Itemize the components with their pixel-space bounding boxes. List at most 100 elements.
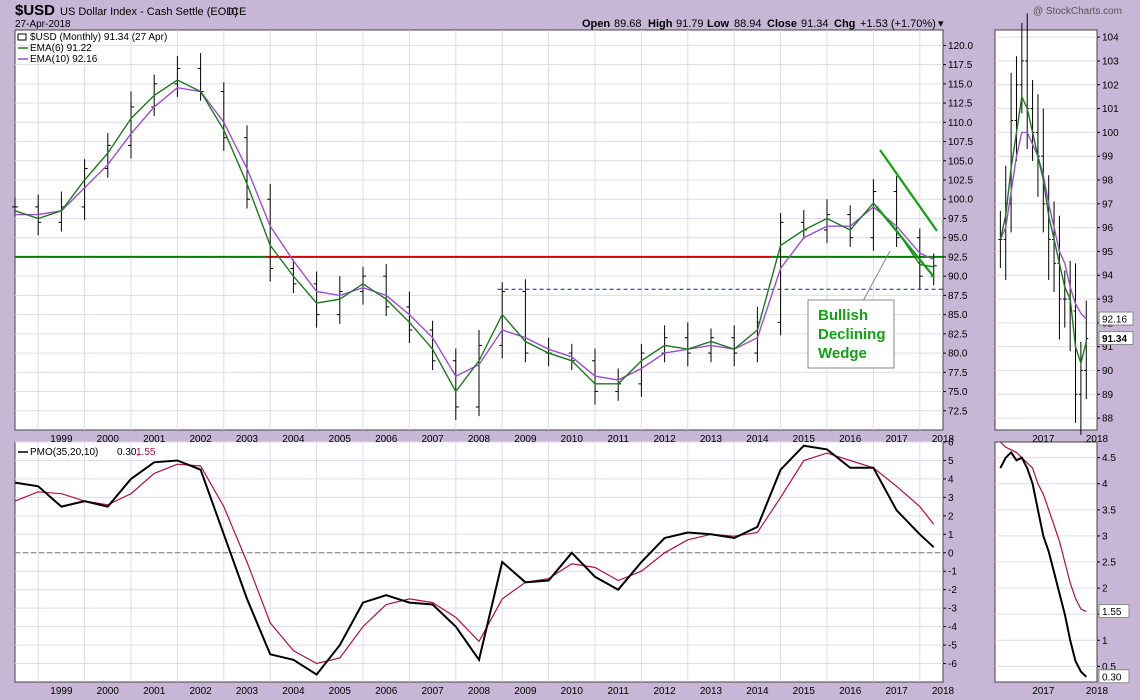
x-tick-label: 1999	[50, 686, 73, 697]
y-tick-label: 4	[948, 474, 954, 485]
high-label: High	[648, 18, 673, 30]
y-tick-label: 80.0	[948, 349, 968, 360]
y-tick-label: 103	[1102, 56, 1119, 67]
y-tick-label: 100.0	[948, 195, 973, 206]
zoom-price-x-ticks: 2017 2018	[1032, 434, 1108, 445]
x-tick-label: 2000	[97, 434, 120, 445]
x-tick-label: 2008	[468, 686, 491, 697]
x-tick-label: 2003	[236, 434, 259, 445]
y-tick-label: 1	[1102, 636, 1108, 647]
x-tick-label: 2013	[700, 686, 723, 697]
y-tick-label: 75.0	[948, 387, 968, 398]
x-tick-label: 2017	[1032, 434, 1055, 445]
legend-pmo-signal: 1.55	[136, 447, 156, 458]
callout-box	[807, 299, 895, 369]
y-tick-label: 0.5	[1102, 662, 1116, 673]
x-tick-label: 2004	[282, 686, 305, 697]
y-tick-label: 95	[1102, 247, 1114, 258]
x-tick-label: 2016	[839, 434, 862, 445]
y-tick-label: 94	[1102, 271, 1114, 282]
chg-label: Chg	[834, 18, 855, 30]
y-tick-label: 102.5	[948, 176, 973, 187]
x-tick-label: 2008	[468, 434, 491, 445]
y-tick-label: 112.5	[948, 99, 973, 110]
legend-main: $USD (Monthly) 91.34 (27 Apr)	[30, 32, 167, 43]
x-tick-label: 2009	[514, 686, 537, 697]
wedge-annotation: Bullish Declining Wedge	[807, 149, 938, 369]
legend-pmo-name: PMO(35,20,10)	[30, 447, 98, 458]
callout-line-3: Wedge	[818, 345, 867, 362]
price-legend: $USD (Monthly) 91.34 (27 Apr) EMA(6) 91.…	[17, 32, 167, 65]
x-tick-label: 2011	[607, 686, 629, 697]
pmo-signal-line	[14, 452, 935, 665]
y-tick-label: 88	[1102, 414, 1114, 425]
y-tick-label: 3	[948, 493, 954, 504]
zoom-pmo-value-label: 0.30	[1102, 672, 1122, 683]
pmo-legend: PMO(35,20,10) 0.30, 1.55	[18, 447, 156, 458]
zoom-pmo-signal-line	[999, 441, 1087, 613]
x-tick-label: 2016	[839, 686, 862, 697]
x-tick-label: 2018	[932, 434, 955, 445]
open-value: 89.68	[614, 18, 642, 30]
x-tick-label: 2012	[653, 434, 676, 445]
zoom-price-panel	[994, 29, 1098, 431]
y-tick-label: 89	[1102, 390, 1114, 401]
y-tick-label: 85.0	[948, 310, 968, 321]
close-label: Close	[767, 18, 797, 30]
y-tick-label: 104	[1102, 33, 1119, 44]
y-tick-label: 4.5	[1102, 453, 1116, 464]
zoom-pmo-line	[999, 450, 1087, 678]
x-tick-label: 2002	[189, 434, 212, 445]
zoom-pmo-lines	[999, 441, 1087, 678]
x-tick-label: 2015	[793, 686, 816, 697]
x-tick-label: 2005	[329, 686, 352, 697]
callout-line-2: Declining	[818, 326, 886, 343]
y-tick-label: 3	[1102, 531, 1108, 542]
x-tick-label: 2018	[1086, 434, 1109, 445]
y-tick-label: 92.5	[948, 252, 968, 263]
pmo-y-ticks: -6 -5 -4 -3 -2 -1 0 1 2 3 4 5 6	[943, 438, 957, 670]
y-tick-label: 107.5	[948, 137, 973, 148]
pmo-lines	[14, 444, 935, 676]
zoom-pmo-value-label: 1.55	[1102, 607, 1122, 618]
zoom-ema6-line	[999, 94, 1087, 366]
y-tick-label: 4	[1102, 479, 1108, 490]
price-x-ticks: 1999 2000 2001 2002 2003 2004 2005 2006 2007 2008…	[50, 434, 954, 445]
ema6-line	[14, 79, 934, 393]
quote-line: Open 89.68 High 91.79 Low 88.94 Close 91…	[582, 18, 944, 30]
x-tick-label: 2017	[885, 686, 908, 697]
y-tick-label: -2	[948, 585, 957, 596]
y-tick-label: 2	[1102, 584, 1108, 595]
x-tick-label: 2018	[932, 686, 955, 697]
zoom-pmo-grid	[995, 457, 1097, 667]
symbol-name: US Dollar Index - Cash Settle (EOD)	[60, 6, 238, 18]
callout-pointer	[862, 250, 891, 302]
y-tick-label: 110.0	[948, 118, 973, 129]
y-tick-label: 77.5	[948, 368, 968, 379]
y-tick-label: -5	[948, 641, 957, 652]
x-tick-label: 2007	[421, 434, 444, 445]
x-tick-label: 2014	[746, 434, 769, 445]
y-tick-label: 96	[1102, 223, 1114, 234]
y-tick-label: 2	[948, 511, 954, 522]
y-tick-label: -4	[948, 622, 957, 633]
symbol-title: $USD	[15, 2, 55, 19]
y-tick-label: 97.5	[948, 214, 968, 225]
legend-ema10: EMA(10) 92.16	[30, 54, 98, 65]
y-tick-label: 87.5	[948, 291, 968, 302]
y-tick-label: 97	[1102, 199, 1114, 210]
callout-line-1: Bullish	[818, 307, 868, 324]
chart-date: 27-Apr-2018	[15, 19, 71, 30]
y-tick-label: 102	[1102, 80, 1119, 91]
zoom-value-label: 91.34	[1102, 334, 1127, 345]
ema10-line	[15, 86, 934, 381]
x-tick-label: 1999	[50, 434, 73, 445]
y-tick-label: 2.5	[1102, 558, 1116, 569]
y-tick-label: -3	[948, 604, 957, 615]
x-tick-label: 2006	[375, 434, 398, 445]
zoom-price-bars	[998, 13, 1089, 435]
y-tick-label: -1	[948, 567, 957, 578]
y-tick-label: 90.0	[948, 272, 968, 283]
x-tick-label: 2013	[700, 434, 723, 445]
x-tick-label: 2003	[236, 686, 259, 697]
